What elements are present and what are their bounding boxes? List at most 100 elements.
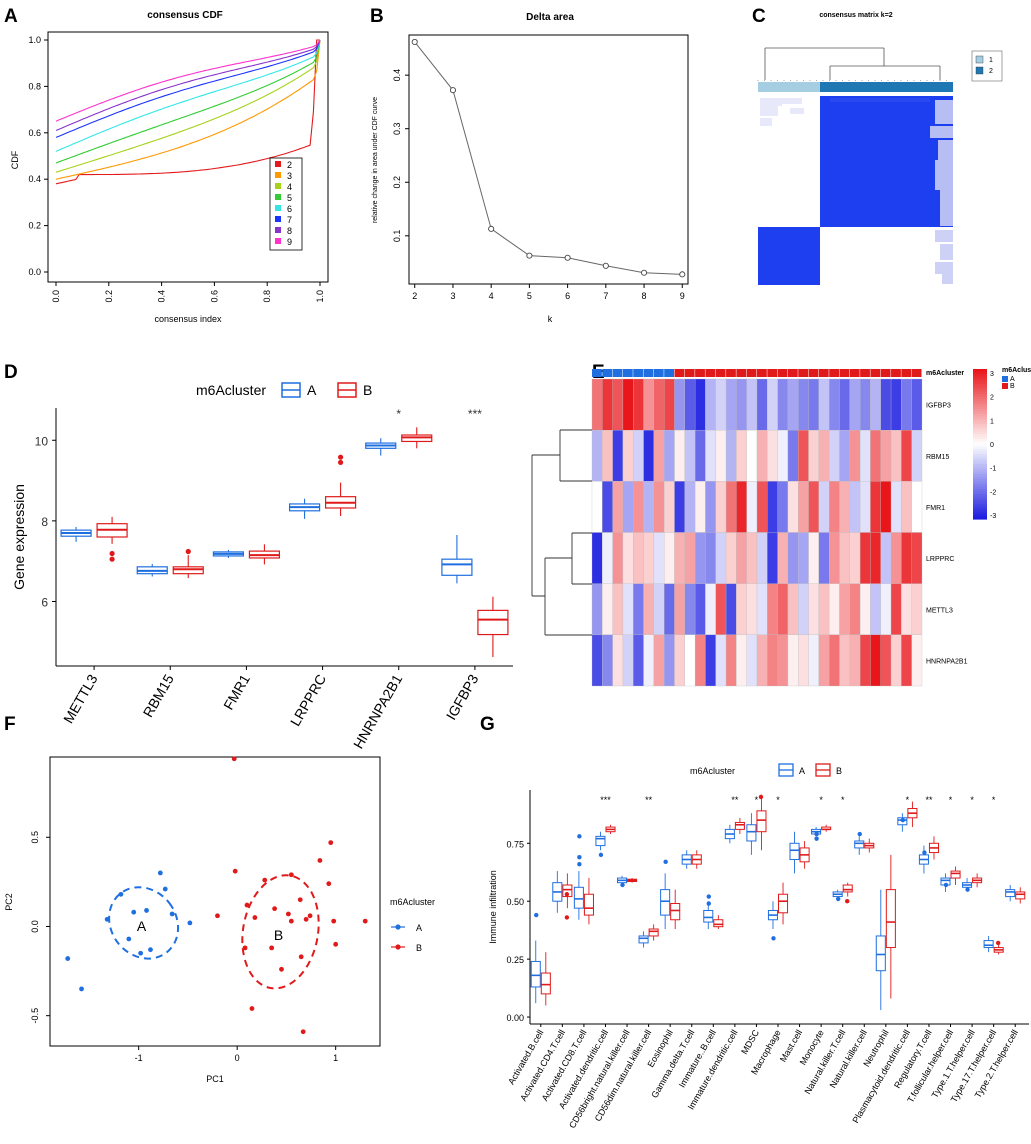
panel-d-xtick-label: LRPPRC: [287, 672, 329, 729]
panel-c-block-2: [820, 96, 953, 227]
panel-c-legend-label-2: 2: [989, 68, 993, 75]
panel-a-series-4: [55, 39, 321, 173]
panel-g-outlier: [534, 912, 539, 918]
panel-e-row-label-HNRNPA2B1: HNRNPA2B1: [926, 658, 968, 665]
panel-e-cell: [715, 583, 727, 635]
panel-f-point-B: [328, 840, 334, 846]
panel-e-cell: [798, 430, 809, 482]
panel-e-annot-cell: [880, 369, 891, 377]
panel-c-dendrogram: [764, 47, 941, 80]
panel-g-box-B: [648, 928, 659, 937]
panel-e-cell: [602, 532, 613, 584]
panel-a-legend-swatch-4: [275, 183, 281, 189]
panel-a-xtick-label: 0.0: [51, 290, 61, 303]
panel-e-scale-step: [973, 501, 987, 505]
panel-e-cell: [715, 634, 727, 687]
panel-e-cell: [849, 532, 861, 584]
panel-c-cell-faint: [935, 262, 953, 274]
panel-f-point-B: [242, 945, 248, 951]
panel-c-cell-faint: [935, 230, 953, 242]
panel-c-annot-1: [758, 82, 820, 92]
panel-e-cell: [602, 481, 613, 533]
panel-f-xtick-label: 0: [235, 1053, 240, 1063]
panel-e-annot-cell: [787, 369, 798, 377]
panel-c-block-1: [758, 227, 820, 285]
panel-a-xtick-label: 0.8: [262, 290, 272, 303]
panel-a-series-7: [55, 39, 321, 138]
panel-e-cell: [911, 583, 923, 635]
panel-e-cell: [798, 378, 809, 431]
panel-a-legend-box: [269, 157, 303, 251]
panel-b-xtick-label: 4: [489, 291, 494, 301]
panel-e-scale-step: [973, 439, 987, 443]
panel-e-scale-step: [973, 451, 987, 455]
panel-e-cell: [798, 634, 809, 687]
panel-e-cell: [643, 532, 655, 584]
panel-e-cell: [859, 583, 871, 635]
panel-e-scale-step: [973, 424, 987, 428]
panel-g-xtick-label: MDSC: [739, 1028, 761, 1056]
panel-f-point-B: [231, 756, 237, 762]
panel-c-cell-faint: [790, 108, 804, 114]
panel-d-outlier: [337, 454, 344, 460]
panel-e-scale-step: [973, 376, 987, 380]
panel-c-cell-faint: [938, 140, 953, 160]
panel-b-point: [488, 225, 495, 232]
panel-e-cell: [622, 583, 634, 635]
panel-e-cell: [901, 583, 912, 635]
panel-e-cell: [880, 583, 892, 635]
panel-f-point-A: [131, 909, 137, 915]
panel-e-row-label-METTL3: METTL3: [926, 607, 953, 614]
panel-f-point-A: [157, 870, 163, 876]
panel-e-legend-swatch-A: [1002, 376, 1008, 382]
panel-e-cell: [787, 634, 799, 687]
panel-e-cell: [818, 634, 830, 687]
panel-a-legend-swatch-5: [275, 194, 281, 200]
panel-e-scale-step: [973, 371, 987, 375]
panel-e-scale-step: [973, 496, 987, 500]
panel-g-box-A: [854, 840, 865, 849]
panel-e-cell: [674, 430, 685, 482]
panel-f-point-B: [326, 881, 332, 887]
panel-g-box-B: [670, 903, 681, 921]
panel-g-box-B: [842, 884, 853, 893]
panel-a-series-9: [55, 39, 321, 122]
panel-e-cell: [880, 481, 892, 533]
panel-e-cell: [653, 430, 665, 482]
panel-e-cell: [643, 378, 655, 431]
panel-a-legend-label-5: 5: [287, 193, 292, 203]
panel-d-legend-title: m6Acluster: [196, 382, 266, 398]
panel-e-cell: [612, 583, 624, 635]
panel-e-cell: [849, 583, 861, 635]
panel-f-point-A: [138, 950, 144, 956]
panel-e-cell: [859, 634, 871, 687]
panel-e-cell: [633, 481, 644, 533]
panel-e-cell: [591, 634, 603, 687]
panel-b-line: [414, 41, 683, 275]
panel-e-scale-label: 0: [990, 442, 994, 449]
panel-e-cell: [880, 378, 892, 431]
panel-e-cell: [612, 532, 624, 584]
panel-e-scale-step: [973, 509, 987, 513]
panel-d-ytick-label: 8: [41, 515, 48, 529]
panel-b-xtick-label: 5: [527, 291, 532, 301]
panel-e-scale-step: [973, 436, 987, 440]
panel-b-xtick-label: 3: [450, 291, 455, 301]
panel-e-annot-cell: [643, 369, 654, 377]
panel-e-cell: [664, 532, 675, 584]
panel-e-cell: [633, 430, 644, 482]
panel-e-cell: [715, 430, 727, 482]
panel-g-box-B: [734, 821, 745, 830]
panel-g-outlier: [577, 861, 582, 867]
panel-e-cell: [622, 481, 634, 533]
panel-e-cell: [736, 378, 747, 431]
panel-e-cell: [674, 634, 685, 687]
panel-e-cell: [808, 532, 820, 584]
panel-e-cell: [849, 430, 861, 482]
panel-g-outlier: [758, 794, 764, 800]
panel-e-cell: [890, 378, 902, 431]
panel-e-cell: [870, 634, 881, 687]
panel-c-cell-faint: [940, 190, 953, 226]
panel-e-cell: [664, 378, 675, 431]
panel-e-annot-cell: [818, 369, 829, 377]
